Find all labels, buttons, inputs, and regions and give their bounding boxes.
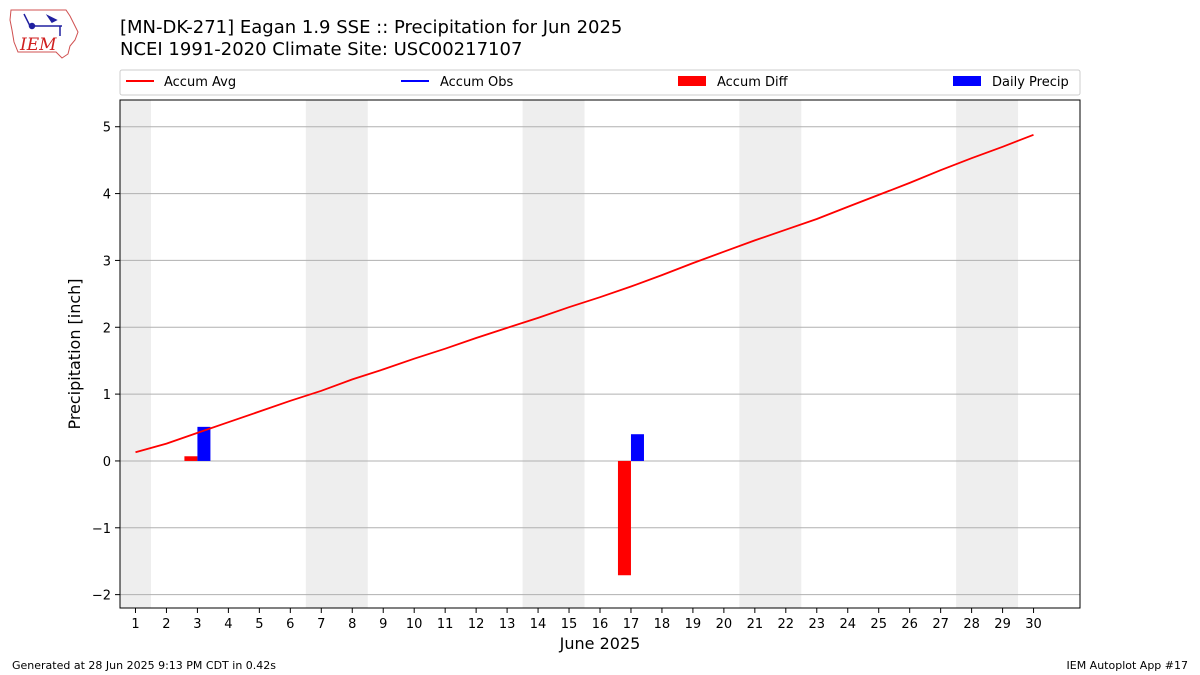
line-accum-avg — [135, 133, 1034, 454]
x-tick-label: 8 — [348, 617, 356, 632]
legend-swatch-accum-diff — [678, 76, 706, 86]
bar-daily-precip — [197, 426, 211, 461]
legend-item-accum-diff: Accum Diff — [678, 75, 789, 90]
x-axis: 1 2 3 4 5 6 7 8 9 10 11 12 13 14 15 16 17 18 19 20 21 22 23 24 2… — [131, 608, 1042, 632]
weekend-shade — [305, 100, 368, 608]
y-tick-label: 0 — [103, 455, 111, 470]
legend-label-accum-diff: Accum Diff — [717, 75, 789, 90]
y-tick-label: −2 — [92, 589, 111, 604]
y-tick-label: 2 — [103, 321, 111, 336]
y-axis: −2 −1 0 1 2 3 4 5 — [92, 121, 120, 604]
x-tick-label: 5 — [255, 617, 263, 632]
x-tick-label: 21 — [747, 617, 764, 632]
legend-label-accum-avg: Accum Avg — [164, 75, 236, 90]
x-tick-label: 19 — [685, 617, 702, 632]
legend-label-accum-obs: Accum Obs — [440, 75, 513, 90]
legend-item-accum-obs: Accum Obs — [401, 75, 513, 90]
weekend-shade — [522, 100, 585, 608]
legend: Accum Avg Accum Obs Accum Diff Daily Pre… — [119, 69, 1081, 96]
bar-daily-precip — [630, 434, 644, 461]
legend-box — [119, 69, 1081, 96]
y-tick-label: −1 — [92, 522, 111, 537]
x-tick-label: 22 — [778, 617, 795, 632]
x-tick-label: 15 — [561, 617, 578, 632]
x-tick-label: 10 — [406, 617, 423, 632]
x-tick-label: 3 — [193, 617, 201, 632]
legend-item-daily-precip: Daily Precip — [953, 75, 1069, 90]
y-tick-label: 3 — [103, 254, 111, 269]
x-tick-label: 18 — [654, 617, 671, 632]
generated-timestamp: Generated at 28 Jun 2025 9:13 PM CDT in … — [12, 659, 277, 672]
grid-lines — [120, 126, 1080, 596]
y-tick-label: 4 — [103, 188, 111, 203]
title-line-1: [MN-DK-271] Eagan 1.9 SSE :: Precipitati… — [120, 17, 623, 38]
x-tick-label: 4 — [224, 617, 232, 632]
weekend-shade — [120, 100, 151, 608]
bars-layer — [184, 426, 644, 576]
x-tick-label: 7 — [317, 617, 325, 632]
x-tick-label: 24 — [839, 617, 856, 632]
x-tick-label: 29 — [994, 617, 1011, 632]
weekend-shade — [956, 100, 1019, 608]
legend-label-daily-precip: Daily Precip — [992, 75, 1069, 90]
x-tick-label: 12 — [468, 617, 485, 632]
lines-layer — [135, 133, 1034, 454]
x-tick-label: 13 — [499, 617, 516, 632]
x-axis-label: June 2025 — [559, 634, 641, 653]
x-tick-label: 28 — [963, 617, 980, 632]
x-tick-label: 25 — [870, 617, 887, 632]
x-tick-label: 23 — [809, 617, 826, 632]
x-tick-label: 11 — [437, 617, 454, 632]
bar-accum-diff — [617, 460, 631, 576]
iem-logo: IEM — [9, 9, 79, 59]
bar-accum-diff — [184, 456, 198, 461]
x-tick-label: 26 — [901, 617, 918, 632]
app-label: IEM Autoplot App #17 — [1066, 659, 1189, 672]
title-line-2: NCEI 1991-2020 Climate Site: USC00217107 — [120, 39, 523, 60]
weekend-shade — [739, 100, 802, 608]
x-tick-label: 17 — [623, 617, 640, 632]
y-tick-label: 5 — [103, 121, 111, 136]
weekend-shading — [120, 100, 1019, 608]
x-tick-label: 9 — [379, 617, 387, 632]
x-tick-label: 6 — [286, 617, 294, 632]
x-tick-label: 27 — [932, 617, 949, 632]
legend-item-accum-avg: Accum Avg — [126, 75, 236, 90]
x-tick-label: 20 — [716, 617, 733, 632]
x-tick-label: 14 — [530, 617, 547, 632]
plot-frame — [119, 99, 1081, 609]
logo-text: IEM — [19, 35, 57, 55]
y-axis-label: Precipitation [inch] — [65, 278, 84, 429]
weather-station-icon — [23, 13, 62, 36]
x-tick-label: 16 — [592, 617, 609, 632]
x-tick-label: 30 — [1025, 617, 1042, 632]
x-tick-label: 1 — [131, 617, 139, 632]
chart-title: [MN-DK-271] Eagan 1.9 SSE :: Precipitati… — [120, 17, 622, 61]
legend-swatch-daily-precip — [953, 76, 981, 86]
x-tick-label: 2 — [162, 617, 170, 632]
y-tick-label: 1 — [103, 388, 111, 403]
